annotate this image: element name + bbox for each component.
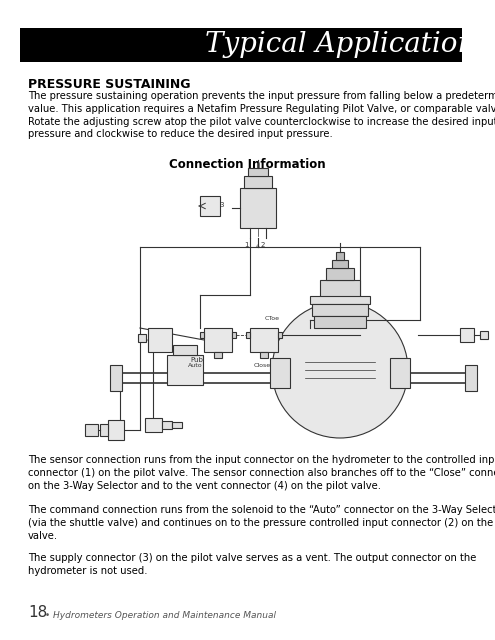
Bar	[260, 352, 268, 358]
Bar	[173, 345, 197, 355]
Bar	[20, 28, 462, 62]
Bar	[336, 252, 344, 260]
Text: PRESSURE SUSTAINING: PRESSURE SUSTAINING	[28, 78, 191, 91]
Bar	[278, 332, 282, 338]
Bar	[250, 328, 278, 352]
Bar	[200, 196, 220, 216]
Bar	[314, 316, 366, 328]
Text: Pub: Pub	[190, 357, 203, 363]
Text: 18: 18	[28, 605, 47, 620]
Bar	[148, 328, 172, 352]
Text: 2: 2	[261, 242, 265, 248]
Text: The supply connector (3) on the pilot valve serves as a vent. The output connect: The supply connector (3) on the pilot va…	[28, 553, 476, 576]
Bar	[138, 334, 146, 342]
Text: 4: 4	[256, 244, 260, 249]
Bar	[310, 296, 370, 304]
Bar	[167, 355, 203, 385]
Bar	[200, 332, 204, 338]
Bar	[85, 424, 98, 436]
Bar	[248, 168, 268, 176]
Bar	[110, 365, 122, 391]
Bar	[465, 365, 477, 391]
Bar	[214, 352, 222, 358]
Bar	[240, 188, 276, 228]
Text: The sensor connection runs from the input connector on the hydrometer to the con: The sensor connection runs from the inpu…	[28, 455, 495, 492]
Text: The pressure sustaining operation prevents the input pressure from falling below: The pressure sustaining operation preven…	[28, 91, 495, 140]
Bar	[270, 358, 290, 388]
Bar	[162, 421, 172, 429]
Text: The command connection runs from the solenoid to the “Auto” connector on the 3-W: The command connection runs from the sol…	[28, 505, 495, 541]
Bar	[312, 304, 368, 316]
Bar	[246, 332, 250, 338]
Bar	[460, 328, 474, 342]
Text: 3: 3	[219, 202, 224, 208]
Bar	[320, 280, 360, 298]
Bar	[480, 331, 488, 339]
Text: Close: Close	[254, 363, 271, 368]
Bar	[172, 422, 182, 428]
Text: Auto: Auto	[188, 363, 202, 368]
Bar	[332, 260, 348, 268]
Bar	[326, 268, 354, 280]
Bar	[145, 418, 162, 432]
Bar	[100, 424, 108, 436]
Text: • Hydrometers Operation and Maintenance Manual: • Hydrometers Operation and Maintenance …	[42, 611, 276, 620]
Bar	[204, 328, 232, 352]
Bar	[108, 420, 124, 440]
Text: Connection Information: Connection Information	[169, 158, 325, 171]
Text: 1: 1	[244, 242, 248, 248]
Circle shape	[272, 302, 408, 438]
Text: CToe: CToe	[265, 316, 280, 321]
Bar	[244, 176, 272, 188]
Text: Typical Applications: Typical Applications	[205, 31, 490, 58]
Bar	[390, 358, 410, 388]
Bar	[232, 332, 236, 338]
